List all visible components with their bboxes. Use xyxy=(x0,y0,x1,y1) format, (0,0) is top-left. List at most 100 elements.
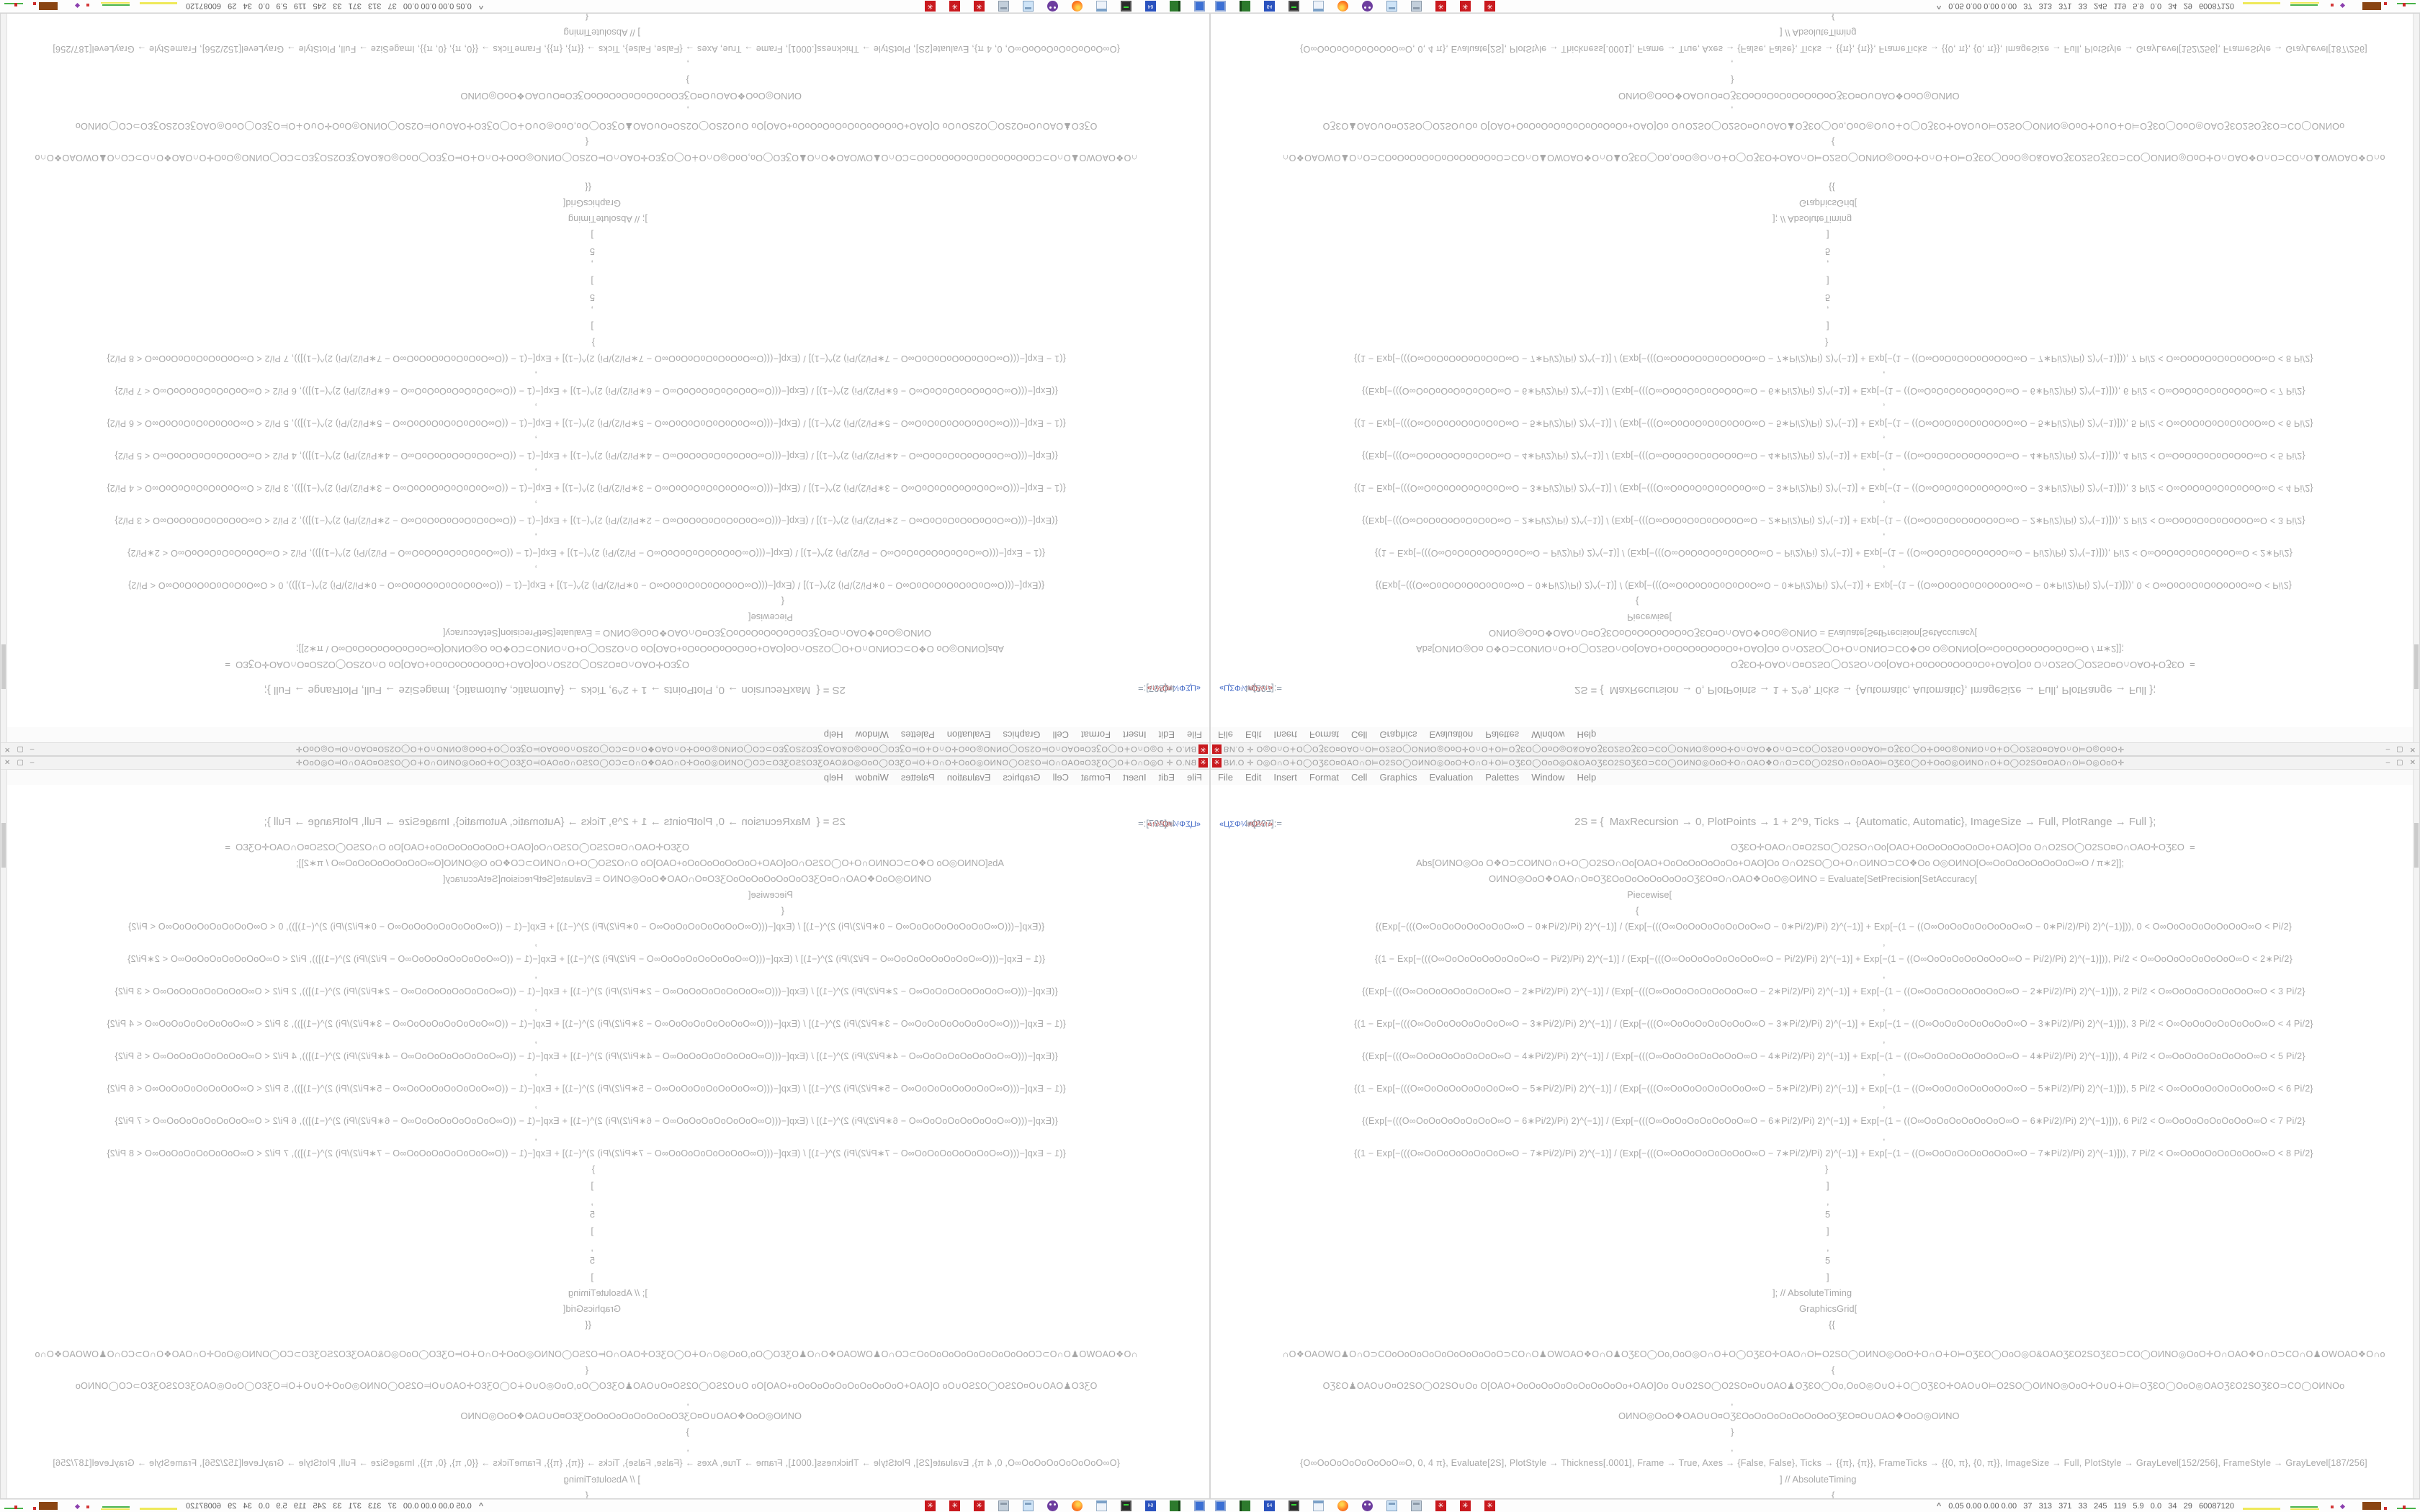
system-monitor-icon[interactable] xyxy=(1194,1500,1205,1511)
code-line-garbled-e[interactable]: OƷƐO♟OAO∪O¤O2SO◯O2SO∪Oo O[OAO+OoOoOoOoOo… xyxy=(1322,121,2345,131)
menu-palettes[interactable]: Palettes xyxy=(900,772,935,783)
code-line-piecewise[interactable]: Piecewise[ xyxy=(748,889,793,900)
menu-cell[interactable]: Cell xyxy=(1052,729,1069,740)
firefox-icon[interactable] xyxy=(1337,1500,1348,1511)
mathematica-task-icon[interactable]: ✳ xyxy=(1460,1,1471,12)
window-titlebar[interactable]: ✳ BИ.O ✛ O◎O∩O∔O◯OƷƐO¤OAO∩O⊨O2SO◯OИNO◎Oo… xyxy=(1,757,1209,770)
maximize-button[interactable]: ▢ xyxy=(2396,745,2403,753)
menu-window[interactable]: Window xyxy=(855,772,889,783)
menu-window[interactable]: Window xyxy=(1531,729,1565,740)
menu-insert[interactable]: Insert xyxy=(1273,729,1297,740)
menu-edit[interactable]: Edit xyxy=(1158,729,1175,740)
collapse-arrow-icon[interactable]: ^ xyxy=(478,1501,484,1511)
piecewise-row[interactable]: {(Exp[−(((O∞OoOoOoOoOoOoO∞O − 2∗Pi/2)/Pi… xyxy=(1362,986,2305,996)
menu-evaluation[interactable]: Evaluation xyxy=(1429,729,1474,740)
green-book-icon[interactable] xyxy=(1240,1500,1250,1511)
code-line-garbled-e[interactable]: OƷƐO♟OAO∪O¤O2SO◯O2SO∪Oo O[OAO+OoOoOoOoOo… xyxy=(1322,1381,2345,1391)
code-line-abstiming-2[interactable]: ] // AbsoluteTiming xyxy=(1780,27,1857,38)
terminal-monitor-icon[interactable] xyxy=(1289,1,1299,12)
terminal-monitor-icon[interactable] xyxy=(1121,1,1131,12)
mathematica-task-icon[interactable]: ✳ xyxy=(974,1500,985,1511)
code-line-piecewise[interactable]: Piecewise[ xyxy=(1627,612,1672,623)
calculator-icon-2[interactable] xyxy=(1411,1500,1422,1511)
code-line-graphicsgrid[interactable]: GraphicsGrid[ xyxy=(1799,198,1857,209)
code-line-plot-options[interactable]: {O∞OoOoOoOoOoOoO∞O, 0, 4 π}, Evaluate[2S… xyxy=(53,44,1120,54)
piecewise-row[interactable]: {(1 − Exp[−(((O∞OoOoOoOoOoOoO∞O − Pi/2)/… xyxy=(127,548,1045,558)
code-line-garbled-e[interactable]: OƷƐO♟OAO∪O¤O2SO◯O2SO∪Oo O[OAO+OoOoOoOoOo… xyxy=(75,1381,1098,1391)
code-line-abstiming-2[interactable]: ] // AbsoluteTiming xyxy=(1780,1474,1857,1485)
vertical-scrollbar[interactable] xyxy=(1,770,7,1498)
mathematica-task-icon[interactable]: ✳ xyxy=(949,1,960,12)
calculator-icon[interactable] xyxy=(1023,1,1034,12)
mathematica-task-icon[interactable]: ✳ xyxy=(949,1500,960,1511)
code-line-garbled-e[interactable]: OƷƐO♟OAO∪O¤O2SO◯O2SO∪Oo O[OAO+OoOoOoOoOo… xyxy=(75,121,1098,131)
piecewise-row[interactable]: {(Exp[−(((O∞OoOoOoOoOoOoO∞O − 0∗Pi/2)/Pi… xyxy=(127,922,1045,932)
piecewise-row[interactable]: {(1 − Exp[−(((O∞OoOoOoOoOoOoO∞O − 5∗Pi/2… xyxy=(107,1084,1066,1094)
piecewise-row[interactable]: {(1 − Exp[−(((O∞OoOoOoOoOoOoO∞O − 7∗Pi/2… xyxy=(107,354,1066,364)
code-line-options[interactable]: 2S = { MaxRecursion → 0, PlotPoints → 1 … xyxy=(264,816,846,828)
mathematica-task-icon[interactable]: ✳ xyxy=(1484,1500,1495,1511)
code-line-garbled-f[interactable]: OИNO◎OoO❖OAO∪O¤OƷƐOoOoOoOoOoOoOoOƷƐO¤O∪O… xyxy=(1618,91,1960,102)
piecewise-row[interactable]: {(1 − Exp[−(((O∞OoOoOoOoOoOoO∞O − Pi/2)/… xyxy=(1375,954,2293,964)
code-line-graphicsgrid[interactable]: GraphicsGrid[ xyxy=(563,1303,621,1314)
system-monitor-icon[interactable] xyxy=(1215,1500,1226,1511)
piecewise-row[interactable]: {(1 − Exp[−(((O∞OoOoOoOoOoOoO∞O − 5∗Pi/2… xyxy=(1354,1084,2313,1094)
code-line-abs[interactable]: Abs[OИNO◎Oo O❖O⊃COИNO∩O+O◯O2SO∩Oo[OAO+Oo… xyxy=(295,644,1004,654)
close-button[interactable]: ✕ xyxy=(2409,759,2416,767)
minimize-button[interactable]: – xyxy=(2385,745,2390,753)
code-line-plot-options[interactable]: {O∞OoOoOoOoOoOoO∞O, 0, 4 π}, Evaluate[2S… xyxy=(53,1458,1120,1468)
menu-format[interactable]: Format xyxy=(1080,772,1111,783)
code-line-garbled-d[interactable]: ∩O❖OAOWO♟O∩O⊃COoOoOoOoOoOoOoOoOoO⊃CO∩O♟O… xyxy=(1282,1349,2385,1359)
mathematica-task-icon[interactable]: ✳ xyxy=(925,1500,936,1511)
piecewise-row[interactable]: {(Exp[−(((O∞OoOoOoOoOoOoO∞O − 2∗Pi/2)/Pi… xyxy=(1362,516,2305,526)
menu-palettes[interactable]: Palettes xyxy=(900,729,935,740)
code-line-abs[interactable]: Abs[OИNO◎Oo O❖O⊃COИNO∩O+O◯O2SO∩Oo[OAO+Oo… xyxy=(295,858,1004,868)
calculator-icon[interactable] xyxy=(1386,1,1397,12)
calculator-icon-2[interactable] xyxy=(998,1500,1009,1511)
maximize-button[interactable]: ▢ xyxy=(17,759,24,767)
minimize-button[interactable]: – xyxy=(30,759,35,767)
collapse-arrow-icon[interactable]: ^ xyxy=(1936,1,1942,11)
notepad-icon[interactable] xyxy=(1313,1,1324,12)
firefox-icon[interactable] xyxy=(1072,1500,1083,1511)
green-book-icon[interactable] xyxy=(1240,1,1250,12)
code-line-piecewise[interactable]: Piecewise[ xyxy=(748,612,793,623)
code-line-options[interactable]: 2S = { MaxRecursion → 0, PlotPoints → 1 … xyxy=(1574,816,2156,828)
window-titlebar[interactable]: ✳ BИ.O ✛ O◎O∩O∔O◯OƷƐO¤OAO∩O⊨O2SO◯OИNO◎Oo… xyxy=(1,742,1209,755)
firefox-icon[interactable] xyxy=(1072,1,1083,12)
piecewise-row[interactable]: {(Exp[−(((O∞OoOoOoOoOoOoO∞O − 0∗Pi/2)/Pi… xyxy=(127,580,1045,590)
piecewise-row[interactable]: {(Exp[−(((O∞OoOoOoOoOoOoO∞O − 6∗Pi/2)/Pi… xyxy=(115,386,1058,396)
terminal-monitor-icon[interactable] xyxy=(1289,1500,1299,1511)
code-line-garbled-a[interactable]: OƷƐO✛OAO∩O¤O2SO◯O2SO∩Oo[OAO+OoOoOoOoOoOo… xyxy=(1731,842,2195,852)
piecewise-row[interactable]: {(1 − Exp[−(((O∞OoOoOoOoOoOoO∞O − 3∗Pi/2… xyxy=(1354,1019,2313,1029)
code-line-setprecision[interactable]: OИNO◎OoO❖OAO∩O¤OƷƐOoOoOoOoOoOoOƷƐO¤O∩OAO… xyxy=(442,628,931,639)
window-titlebar[interactable]: ✳ BИ.O ✛ O◎O∩O∔O◯OƷƐO¤OAO∩O⊨O2SO◯OИNO◎Oo… xyxy=(1211,757,2419,770)
menu-file[interactable]: File xyxy=(1218,772,1233,783)
menu-cell[interactable]: Cell xyxy=(1052,772,1069,783)
code-line-garbled-f[interactable]: OИNO◎OoO❖OAO∪O¤OƷƐOoOoOoOoOoOoOoOƷƐO¤O∪O… xyxy=(1618,1410,1960,1421)
mathematica-task-icon[interactable]: ✳ xyxy=(1484,1,1495,12)
vertical-scrollbar[interactable] xyxy=(1,14,7,742)
code-line-abstiming[interactable]: ]; // AbsoluteTiming xyxy=(1773,214,1852,225)
menu-edit[interactable]: Edit xyxy=(1245,729,1262,740)
menu-graphics[interactable]: Graphics xyxy=(1003,772,1041,783)
vertical-scrollbar[interactable] xyxy=(2413,770,2419,1498)
floppy-64-icon[interactable]: 64 xyxy=(1145,1500,1156,1511)
piecewise-row[interactable]: {(1 − Exp[−(((O∞OoOoOoOoOoOoO∞O − 3∗Pi/2… xyxy=(1354,483,2313,493)
piecewise-row[interactable]: {(1 − Exp[−(((O∞OoOoOoOoOoOoO∞O − Pi/2)/… xyxy=(127,954,1045,964)
piecewise-row[interactable]: {(1 − Exp[−(((O∞OoOoOoOoOoOoO∞O − Pi/2)/… xyxy=(1375,548,2293,558)
mathematica-task-icon[interactable]: ✳ xyxy=(925,1,936,12)
close-button[interactable]: ✕ xyxy=(4,745,11,753)
minimize-button[interactable]: – xyxy=(30,745,35,753)
menu-file[interactable]: File xyxy=(1187,772,1202,783)
menu-file[interactable]: File xyxy=(1187,729,1202,740)
window-titlebar[interactable]: ✳ BИ.O ✛ O◎O∩O∔O◯OƷƐO¤OAO∩O⊨O2SO◯OИNO◎Oo… xyxy=(1211,742,2419,755)
code-line-abstiming[interactable]: ]; // AbsoluteTiming xyxy=(568,214,647,225)
piecewise-row[interactable]: {(1 − Exp[−(((O∞OoOoOoOoOoOoO∞O − 7∗Pi/2… xyxy=(107,1148,1066,1158)
close-button[interactable]: ✕ xyxy=(2409,745,2416,753)
notepad-icon[interactable] xyxy=(1096,1,1107,12)
scrollbar-thumb[interactable] xyxy=(2414,823,2419,868)
code-line-garbled-a[interactable]: OƷƐO✛OAO∩O¤O2SO◯O2SO∩Oo[OAO+OoOoOoOoOoOo… xyxy=(225,660,689,670)
piecewise-row[interactable]: {(Exp[−(((O∞OoOoOoOoOoOoO∞O − 2∗Pi/2)/Pi… xyxy=(115,986,1058,996)
code-line-garbled-f[interactable]: OИNO◎OoO❖OAO∪O¤OƷƐOoOoOoOoOoOoOoOƷƐO¤O∪O… xyxy=(460,91,802,102)
